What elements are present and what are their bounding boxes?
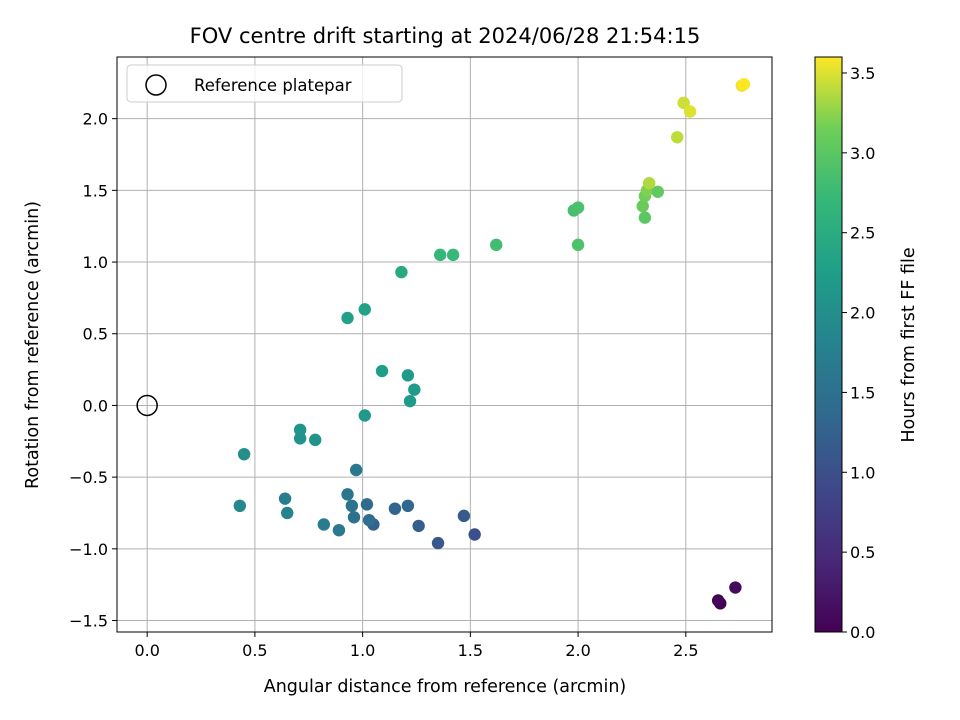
data-point <box>433 248 447 262</box>
data-point <box>375 364 389 378</box>
y-tick-label: 2.0 <box>83 110 108 129</box>
data-point <box>345 499 359 513</box>
data-point <box>729 581 742 594</box>
legend-label: Reference platepar <box>194 76 352 95</box>
x-axis-label: Angular distance from reference (arcmin) <box>264 677 627 697</box>
y-tick-label: 1.5 <box>83 181 108 200</box>
colorbar-tick-label: 2.5 <box>850 224 875 243</box>
data-point <box>358 303 371 316</box>
colorbar-label: Hours from first FF file <box>899 247 919 442</box>
data-point <box>281 506 294 520</box>
data-point <box>408 383 421 396</box>
x-tick-label: 2.0 <box>565 641 590 660</box>
colorbar-tick-label: 0.5 <box>850 543 875 562</box>
data-point <box>388 502 402 515</box>
reference-marker <box>136 394 158 417</box>
colorbar-tick-label: 1.0 <box>850 463 875 482</box>
data-point <box>237 447 251 461</box>
plot-frame <box>116 56 773 633</box>
legend-box <box>126 64 403 103</box>
x-axis-ticks: 0.0 0.5 1.0 1.5 2.0 2.5 <box>134 632 699 660</box>
data-point <box>714 597 727 610</box>
y-tick-label: −1.5 <box>69 612 108 631</box>
data-point <box>683 105 697 118</box>
data-point <box>446 248 460 262</box>
data-point <box>670 131 684 144</box>
data-point <box>347 511 361 524</box>
data-point <box>358 409 371 422</box>
x-tick-label: 0.5 <box>242 641 267 660</box>
data-point <box>571 238 585 252</box>
colorbar-tick-label: 0.0 <box>850 623 875 642</box>
colorbar-tick-label: 2.0 <box>850 304 875 323</box>
colorbar-tick-label: 1.5 <box>850 383 875 402</box>
data-points <box>233 78 751 610</box>
data-point <box>651 185 665 198</box>
colorbar-tick-label: 3.0 <box>850 144 875 163</box>
data-point <box>341 311 354 325</box>
data-point <box>642 176 656 190</box>
colorbar: 0.0 0.5 1.0 1.5 2.0 2.5 3.0 3.5 Hours from firs… <box>814 56 919 642</box>
x-tick-label: 0.0 <box>134 641 159 660</box>
colorbar-fill <box>814 56 843 633</box>
data-point <box>677 96 690 110</box>
data-point <box>401 369 415 382</box>
x-tick-label: 1.5 <box>458 641 483 660</box>
data-point <box>309 433 322 447</box>
data-point <box>349 463 363 477</box>
y-tick-label: −0.5 <box>69 468 108 487</box>
data-point <box>490 238 503 252</box>
data-point <box>341 488 354 501</box>
data-point <box>571 201 585 214</box>
data-point <box>293 423 307 437</box>
x-tick-label: 1.0 <box>350 641 375 660</box>
data-point <box>401 499 415 513</box>
x-tick-label: 2.5 <box>673 641 698 660</box>
chart-title: FOV centre drift starting at 2024/06/28 … <box>190 24 701 48</box>
data-point <box>636 199 649 213</box>
reference-marker-group <box>136 394 158 417</box>
data-point <box>468 528 481 541</box>
y-tick-label: 1.0 <box>83 253 108 272</box>
data-point <box>395 265 408 279</box>
legend: Reference platepar <box>126 64 403 103</box>
data-point <box>233 499 247 513</box>
data-point <box>638 211 652 224</box>
data-point <box>412 519 425 533</box>
data-point <box>431 536 445 550</box>
y-tick-label: 0.5 <box>83 325 108 344</box>
data-point <box>457 509 471 523</box>
y-tick-label: 0.0 <box>83 396 108 415</box>
legend-reference-marker <box>145 74 167 96</box>
data-point <box>293 432 307 445</box>
data-point <box>332 523 346 537</box>
grid-lines <box>117 57 772 632</box>
colorbar-ticks: 0.0 0.5 1.0 1.5 2.0 2.5 3.0 3.5 <box>842 64 875 642</box>
data-point <box>278 492 292 505</box>
data-point <box>403 394 417 408</box>
data-point <box>317 518 331 531</box>
y-tick-label: −1.0 <box>69 540 108 559</box>
data-point <box>362 513 376 527</box>
y-axis-label: Rotation from reference (arcmin) <box>23 201 43 489</box>
data-point <box>737 78 751 91</box>
colorbar-tick-label: 3.5 <box>850 64 875 83</box>
data-point <box>360 498 374 511</box>
y-axis-ticks: −1.5 −1.0 −0.5 0.0 0.5 1.0 1.5 2.0 <box>69 110 117 631</box>
